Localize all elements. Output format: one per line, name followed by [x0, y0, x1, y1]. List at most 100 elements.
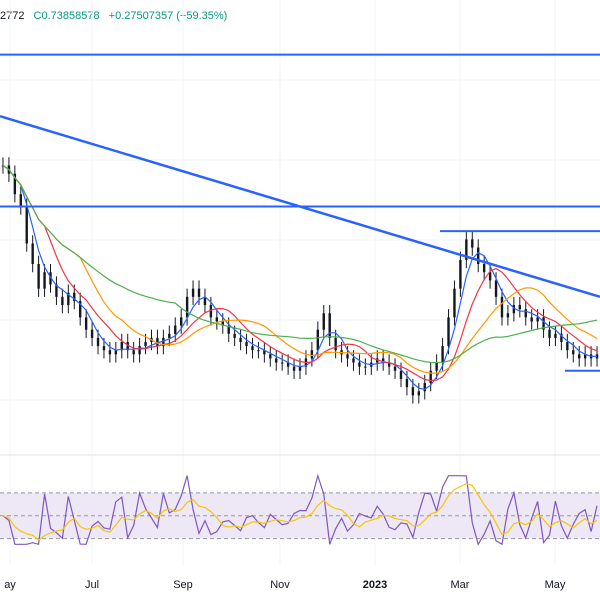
- candle-body: [144, 342, 147, 347]
- candle-body: [280, 362, 284, 364]
- candle-body: [197, 288, 201, 297]
- ma-mid-line: [2, 165, 598, 382]
- candle-body: [530, 317, 533, 322]
- x-tick-label: Sep: [173, 579, 193, 591]
- candle-body: [67, 292, 70, 306]
- candle-body: [61, 296, 64, 306]
- candle-body: [156, 337, 159, 347]
- candle-body: [429, 370, 432, 384]
- candle-body: [102, 346, 106, 351]
- candle-body: [405, 378, 409, 388]
- candle-body: [482, 264, 486, 273]
- candle-body: [542, 317, 545, 330]
- rsi-ma-line: [2, 482, 598, 541]
- candle-body: [381, 358, 385, 363]
- candle-body: [132, 350, 135, 355]
- candle-body: [494, 280, 498, 297]
- candle-body: [31, 243, 34, 264]
- candle-body: [209, 305, 213, 318]
- candle-body: [328, 313, 331, 338]
- candle-body: [441, 346, 444, 363]
- legend-close: 2772: [0, 10, 25, 22]
- candle-body: [251, 346, 254, 351]
- candle-body: [554, 333, 557, 338]
- candle-body: [108, 350, 112, 355]
- candle-body: [168, 333, 171, 338]
- candle-body: [162, 337, 165, 347]
- candle-body: [518, 305, 522, 310]
- candle-body: [471, 239, 474, 248]
- candle-body: [43, 272, 46, 289]
- candle-body: [191, 288, 195, 297]
- candle-body: [393, 366, 397, 371]
- candle-body: [316, 329, 320, 351]
- candle-body: [49, 272, 52, 285]
- x-tick-label: May: [545, 579, 566, 591]
- candle-body: [269, 354, 272, 359]
- candle-body: [233, 333, 236, 338]
- candle-body: [346, 354, 349, 359]
- candle-body: [90, 329, 94, 338]
- legend-change: +0.27507357 (+59.35%): [108, 10, 228, 22]
- x-tick-label: Jul: [85, 579, 99, 591]
- candle-body: [352, 358, 355, 363]
- ma-fast-line: [2, 165, 597, 390]
- candle-body: [227, 325, 230, 334]
- candle-body: [459, 259, 462, 289]
- candle-body: [477, 247, 480, 264]
- candle-body: [578, 354, 581, 359]
- candle-body: [595, 354, 599, 359]
- candle-body: [179, 317, 183, 326]
- candle-body: [185, 296, 189, 318]
- candle-body: [387, 362, 391, 367]
- candle-body: [120, 342, 123, 351]
- candle-body: [126, 342, 129, 351]
- candle-body: [73, 292, 76, 301]
- candle-body: [292, 366, 296, 371]
- legend-c-value: C0.73858578: [33, 10, 100, 22]
- candle-body: [453, 288, 456, 318]
- candle-body: [203, 296, 207, 306]
- candle-body: [19, 194, 22, 207]
- candle-body: [55, 284, 58, 297]
- candle-body: [524, 309, 527, 318]
- candle-body: [417, 391, 421, 396]
- candle-body: [399, 370, 403, 379]
- candle-body: [572, 350, 575, 355]
- candle-body: [488, 272, 492, 281]
- candle-body: [536, 317, 539, 322]
- candle-body: [423, 383, 426, 392]
- candle-body: [84, 317, 88, 330]
- candle-body: [25, 206, 28, 244]
- candle-body: [78, 300, 82, 318]
- candle-body: [96, 337, 100, 347]
- candle-body: [512, 305, 516, 314]
- candle-body: [114, 350, 118, 355]
- candle-body: [364, 366, 367, 368]
- candle-body: [37, 264, 40, 289]
- candle-body: [138, 346, 141, 355]
- ma-slow-line: [2, 165, 598, 374]
- candle-body: [583, 354, 587, 359]
- rsi-line: [2, 473, 598, 546]
- ma-long-line: [2, 165, 598, 364]
- candle-body: [334, 337, 337, 351]
- candle-body: [548, 329, 551, 338]
- candle-body: [322, 313, 325, 330]
- candle-body: [221, 321, 224, 326]
- candle-body: [298, 366, 302, 371]
- candle-body: [500, 296, 504, 318]
- candle-body: [263, 350, 266, 355]
- candle-body: [13, 173, 17, 195]
- candle-body: [566, 342, 569, 351]
- descending-trendline: [0, 115, 600, 299]
- x-tick-label: Nov: [270, 579, 290, 591]
- chart-legend: 2772 C0.73858578 +0.27507357 (+59.35%): [0, 10, 233, 22]
- candle-body: [275, 358, 278, 363]
- x-tick-label: 2023: [363, 579, 387, 591]
- candle-body: [560, 333, 563, 342]
- candle-body: [215, 317, 219, 322]
- candle-body: [257, 350, 260, 352]
- candle-body: [245, 342, 248, 347]
